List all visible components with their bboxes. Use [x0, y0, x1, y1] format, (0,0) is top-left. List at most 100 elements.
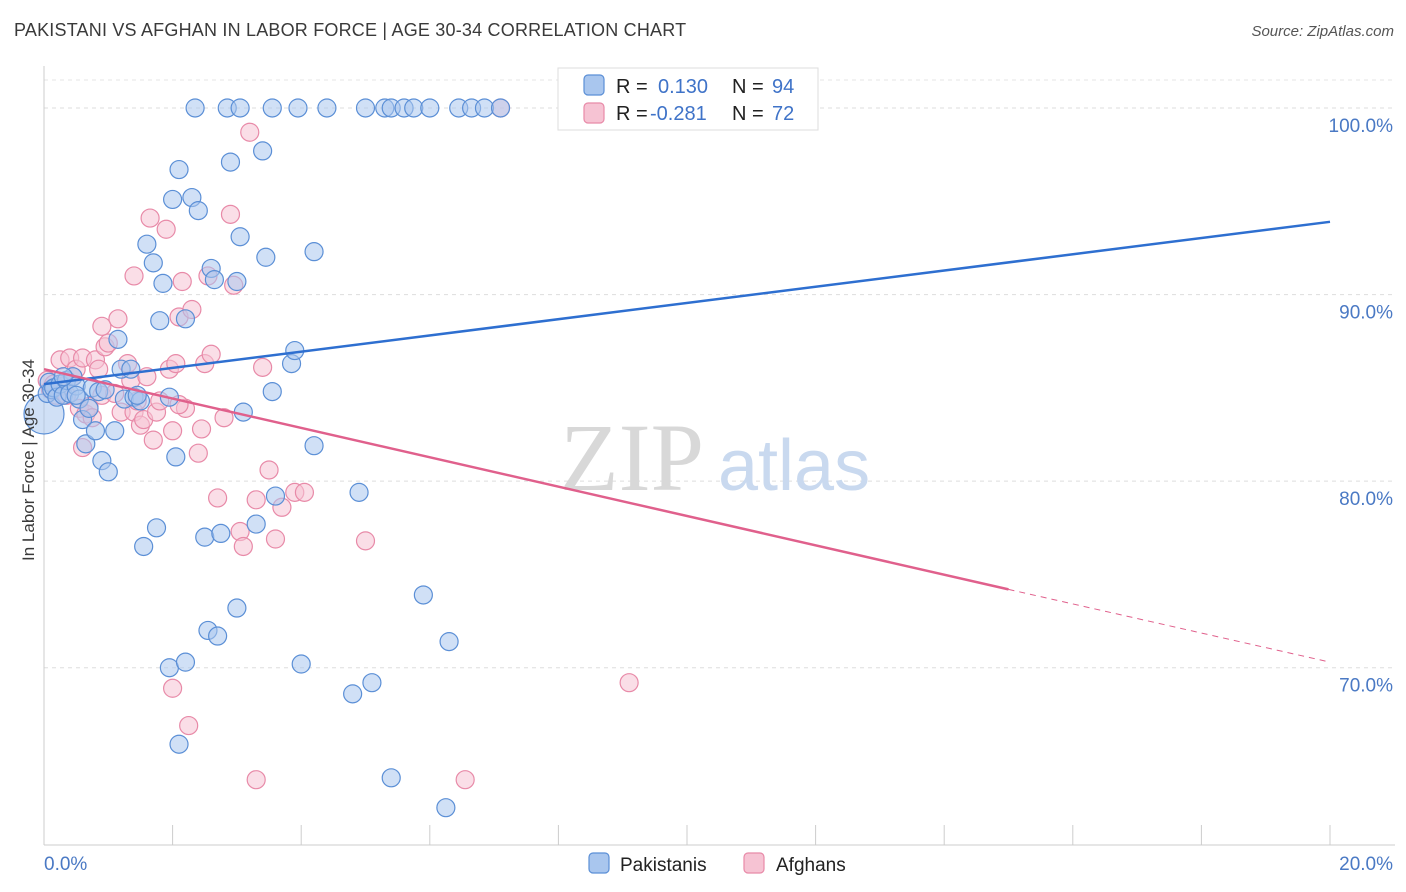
pakistani-point: [262, 381, 282, 402]
afghan-point: [179, 715, 199, 736]
pakistani-point: [204, 270, 224, 290]
pakistani-point: [185, 98, 205, 118]
pakistani-point: [253, 141, 273, 161]
afghan-point: [188, 443, 208, 463]
pakistani-point: [404, 98, 424, 118]
pakistani-point: [291, 654, 311, 674]
pakistani-point: [381, 768, 401, 788]
pakistani-point: [66, 385, 86, 405]
afghan-point: [143, 430, 163, 450]
pakistani-point: [420, 98, 440, 118]
legend-r-label-1: R =: [616, 76, 648, 98]
watermark: ZIP atlas: [560, 404, 870, 511]
x-tick-label: 20.0%: [1339, 854, 1393, 875]
bottom-legend-afghans: Afghans: [776, 855, 846, 876]
pakistani-point: [163, 189, 183, 210]
afghan-point: [214, 408, 234, 428]
bottom-legend-swatch-afghans: [743, 852, 765, 874]
legend-swatch-afghans: [583, 102, 605, 124]
pakistani-point: [150, 311, 170, 331]
afghan-point: [140, 208, 160, 228]
pakistani-point: [175, 309, 196, 329]
pakistani-point: [436, 798, 456, 818]
pakistani-point: [355, 98, 376, 118]
legend: R = 0.130 N = 94 R = -0.281 N = 72: [557, 67, 819, 131]
legend-n-value-1: 94: [772, 76, 794, 98]
pakistani-point: [227, 271, 247, 292]
trend-lines: [43, 220, 1331, 663]
pakistani-point: [362, 673, 382, 693]
pakistani-point: [195, 527, 215, 547]
afghan-point: [92, 316, 112, 336]
pakistani-point: [175, 652, 196, 672]
pakistani-point: [208, 626, 228, 646]
pakistani-point: [79, 398, 99, 418]
afghan-point: [172, 271, 192, 292]
pakistani-point: [246, 514, 266, 534]
x-tick-label: 0.0%: [44, 854, 87, 875]
pakistani-point: [137, 234, 157, 254]
afghan-point: [294, 482, 315, 502]
pakistani-point: [304, 242, 324, 262]
legend-n-label-2: N =: [732, 103, 764, 125]
afghan-point: [355, 531, 376, 551]
legend-n-label-1: N =: [732, 76, 764, 98]
bottom-legend-pakistanis: Pakistanis: [620, 855, 707, 876]
afghan-point: [265, 529, 286, 549]
pakistani-point: [490, 98, 511, 118]
pakistani-point: [304, 436, 324, 456]
afghan-point: [246, 490, 266, 510]
pakistani-point: [166, 447, 186, 467]
axes: [43, 66, 1395, 846]
watermark-atlas: atlas: [718, 426, 870, 506]
pakistani-point: [134, 536, 154, 557]
pakistani-point: [169, 734, 189, 754]
pakistani-point: [349, 482, 369, 502]
pakistani-point: [188, 201, 208, 221]
pakistani-point: [98, 462, 118, 482]
pakistani-point: [211, 523, 231, 544]
legend-swatch-pakistanis: [583, 74, 605, 96]
afghan-point: [108, 309, 128, 329]
pakistani-point: [85, 421, 106, 441]
pakistani-point: [108, 329, 128, 349]
pakistani-point: [343, 684, 363, 704]
pakistani-point: [474, 98, 495, 118]
afghan-point: [124, 266, 144, 286]
y-tick-label: 70.0%: [1339, 676, 1393, 697]
pakistani-point: [413, 585, 433, 605]
pakistani-point: [146, 518, 167, 538]
pakistani-point: [121, 359, 141, 379]
afghan-trend-line: [43, 367, 1009, 591]
pakistani-point: [76, 434, 96, 454]
bottom-legend: Pakistanis Afghans: [588, 852, 846, 876]
afghan-point: [253, 357, 273, 377]
bottom-legend-swatch-pakistanis: [588, 852, 610, 874]
afghan-point: [163, 678, 183, 698]
chart-title: PAKISTANI VS AFGHAN IN LABOR FORCE | AGE…: [14, 20, 687, 40]
pakistani-point: [439, 632, 459, 652]
legend-r-value-1: 0.130: [658, 76, 708, 98]
pakistani-point: [262, 98, 282, 118]
y-tick-label: 80.0%: [1339, 489, 1393, 510]
pakistani-point: [105, 421, 125, 441]
pakistani-point: [288, 98, 308, 118]
tick-labels: 100.0% 90.0% 80.0% 70.0% 0.0% 20.0%: [44, 116, 1393, 875]
pakistani-point: [159, 658, 179, 678]
pakistani-points: [23, 98, 800, 818]
pakistani-point: [227, 598, 247, 618]
afghan-point: [191, 419, 212, 439]
afghan-point: [246, 770, 266, 790]
afghan-point: [220, 204, 241, 224]
afghan-point: [233, 536, 253, 557]
y-axis-label: In Labor Force | Age 30-34: [19, 359, 38, 561]
afghan-point: [455, 770, 475, 790]
afghan-point: [166, 354, 186, 374]
afghan-point: [163, 421, 183, 441]
pakistani-point: [230, 98, 250, 118]
pakistani-point: [143, 253, 163, 273]
afghan-point: [156, 219, 176, 239]
afghan-point: [201, 344, 221, 364]
y-tick-label: 90.0%: [1339, 303, 1393, 324]
